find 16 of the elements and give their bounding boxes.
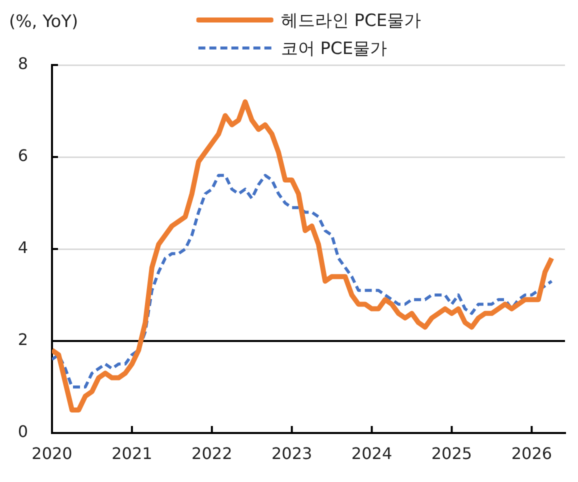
legend-label: 헤드라인 PCE물가 bbox=[280, 10, 422, 32]
x-tick-label: 2023 bbox=[271, 444, 312, 463]
x-tick-label: 2022 bbox=[192, 444, 232, 463]
legend-label: 코어 PCE물가 bbox=[280, 38, 388, 60]
x-tick-label: 2026 bbox=[511, 444, 552, 463]
y-axis-title: (%, YoY) bbox=[9, 12, 78, 32]
x-tick-label: 2025 bbox=[431, 444, 472, 463]
x-tick-label: 2021 bbox=[112, 444, 152, 463]
x-tick-label: 2024 bbox=[351, 444, 392, 463]
line-series bbox=[52, 174, 554, 388]
x-tick-label: 2020 bbox=[32, 444, 72, 463]
y-tick-label: 0 bbox=[18, 422, 28, 442]
y-tick-label: 2 bbox=[18, 330, 28, 350]
y-tick-label: 8 bbox=[18, 54, 28, 74]
y-tick-label: 6 bbox=[18, 146, 28, 166]
y-tick-label: 4 bbox=[18, 238, 28, 258]
